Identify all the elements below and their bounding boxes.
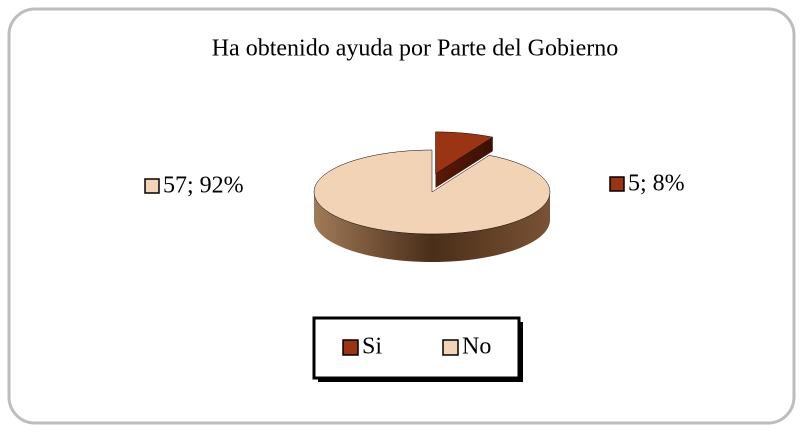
label-swatch xyxy=(144,178,160,194)
label-swatch xyxy=(609,176,625,192)
pie-slice xyxy=(435,131,494,175)
legend-swatch xyxy=(342,339,359,356)
chart-title: Ha obtenido ayuda por Parte del Gobierno xyxy=(212,36,619,62)
pie-side xyxy=(314,192,550,262)
legend-swatch xyxy=(442,339,459,356)
legend-label: Si xyxy=(362,334,382,360)
legend: Si No xyxy=(342,334,491,360)
data-label: 5; 8% xyxy=(628,171,685,197)
pie-slice xyxy=(313,149,551,235)
data-label: 57; 92% xyxy=(163,173,244,199)
legend-label: No xyxy=(462,334,491,360)
pie xyxy=(313,131,551,262)
pie-face xyxy=(435,137,493,188)
